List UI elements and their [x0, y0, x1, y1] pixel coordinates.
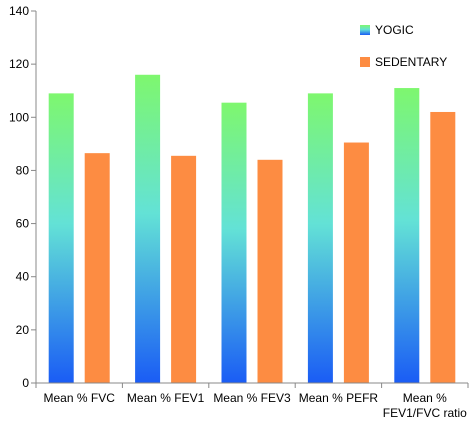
x-tick-label: Mean % FEV1 [127, 391, 205, 405]
y-tick-label: 20 [16, 323, 30, 337]
bar-yogic-1 [48, 93, 74, 383]
x-tick-label: Mean % PEFR [299, 391, 379, 405]
legend-label-yogic: YOGIC [375, 23, 414, 37]
x-axis: Mean % FVC Mean % FEV1 Mean % FEV3 Mean % P… [35, 382, 469, 420]
x-tick-label: Mean % [403, 391, 447, 405]
x-tick-label: Mean % FVC [44, 391, 116, 405]
bar-sedentary-5 [430, 111, 456, 383]
bar-sedentary-1 [84, 153, 110, 383]
y-tick-label: 140 [9, 4, 29, 18]
y-tick-label: 80 [16, 163, 30, 177]
bar-sedentary-4 [343, 142, 369, 383]
y-tick-label: 100 [9, 110, 29, 124]
x-tick-label: Mean % FEV3 [213, 391, 291, 405]
y-axis: 0 20 40 60 80 100 120 140 [9, 4, 37, 390]
plot-area [48, 74, 456, 384]
bar-sedentary-2 [171, 155, 197, 383]
legend-label-sedentary: SEDENTARY [375, 55, 447, 69]
legend-swatch-sedentary [360, 57, 370, 67]
y-tick-label: 40 [16, 270, 30, 284]
bar-yogic-2 [135, 74, 161, 384]
legend: YOGIC SEDENTARY [360, 23, 447, 69]
bar-yogic-5 [394, 88, 420, 384]
legend-swatch-yogic [360, 25, 370, 35]
y-tick-label: 120 [9, 57, 29, 71]
bar-yogic-3 [221, 102, 247, 384]
x-tick-label: FEV1/FVC ratio [383, 406, 467, 420]
bar-sedentary-3 [257, 159, 283, 383]
y-tick-label: 0 [22, 376, 29, 390]
bar-yogic-4 [307, 93, 333, 383]
y-tick-label: 60 [16, 217, 30, 231]
